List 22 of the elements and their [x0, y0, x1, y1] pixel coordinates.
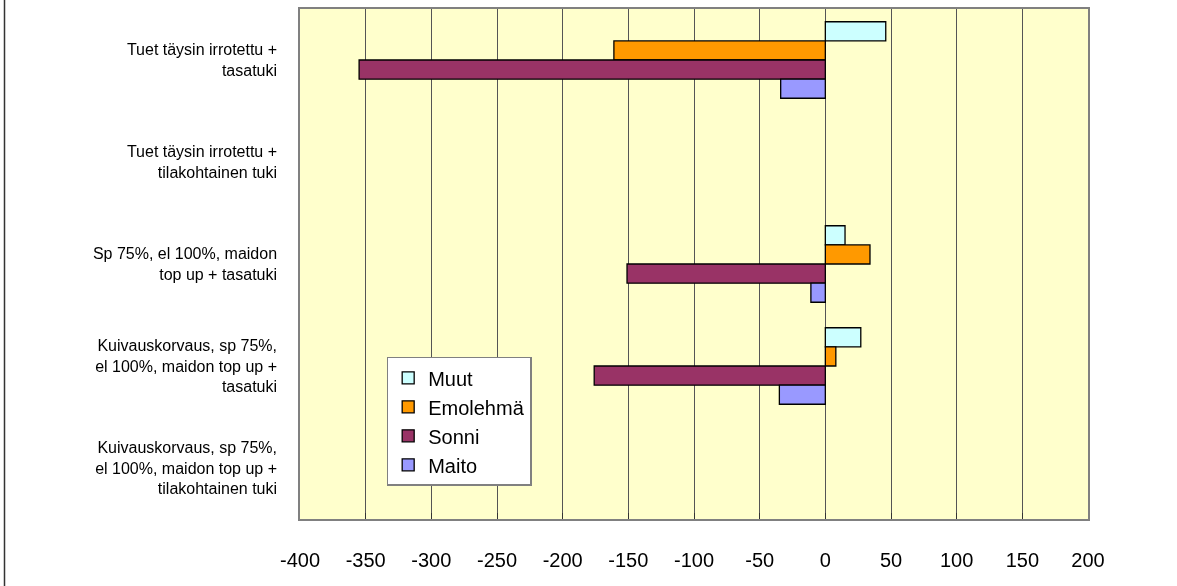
legend-label: Emolehmä: [428, 396, 525, 419]
x-tick-label: 100: [939, 548, 974, 571]
y-tick-label: Kuivauskorvaus, sp 75%, el 100%, maidon top up + tasatuki: [95, 336, 278, 396]
legend-label: Muut: [428, 367, 474, 390]
x-tick-label: -350: [345, 548, 386, 571]
legend-label: Sonni: [428, 425, 480, 448]
x-tick-label: -150: [608, 548, 649, 571]
legend-label: Maito: [428, 454, 478, 477]
y-tick-label: Tuet täysin irrotettu + tasatuki: [126, 41, 278, 79]
x-tick-label: 200: [1071, 548, 1105, 571]
x-tick-label: -300: [411, 548, 452, 571]
y-tick-label: Kuivauskorvaus, sp 75%, el 100%, maidon top up + tilakohtainen tuki: [95, 438, 278, 498]
x-tick-label: -400: [279, 548, 321, 571]
x-tick-label: 150: [1005, 548, 1040, 571]
y-tick-label: Tuet täysin irrotettu + tilakohtainen tuki: [126, 143, 278, 181]
x-tick-label: -200: [542, 548, 583, 571]
x-tick-label: 50: [879, 548, 903, 571]
x-tick-label: -50: [745, 548, 775, 571]
x-tick-label: -100: [673, 548, 715, 571]
x-tick-label: -250: [476, 548, 518, 571]
x-tick-label: 0: [819, 548, 831, 571]
y-tick-label: Sp 75%, el 100%, maidon top up + tasatuki: [92, 245, 278, 283]
